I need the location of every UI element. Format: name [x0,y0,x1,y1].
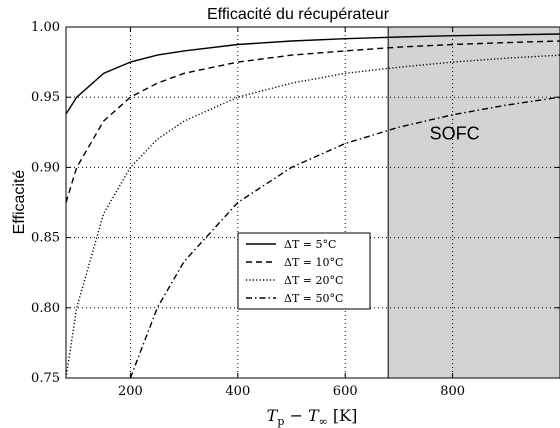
legend-label-1: ΔT = 5°C [284,238,336,251]
grid [66,27,560,378]
legend-label-3: ΔT = 20°C [284,274,343,287]
y-tick-label: 0.80 [31,301,60,316]
x-axis-label: Tp − T∞ [K] [267,406,358,428]
legend: ΔT = 5°C ΔT = 10°C ΔT = 20°C ΔT = 50°C [237,232,371,310]
series-layer [66,33,560,378]
plot-frame [65,26,560,379]
y-tick-label: 0.85 [31,231,60,246]
series-line-2 [66,40,560,203]
x-tick-label: 800 [440,384,465,399]
legend-label-2: ΔT = 10°C [284,256,343,269]
x-tick-label: 400 [225,384,250,399]
sofc-label: SOFC [430,123,480,143]
series-line-1 [66,33,560,115]
axis-ticks: 200 400 600 800 0.75 0.80 0.85 0.90 0.95 1.00 [31,20,560,399]
chart-title: Efficacité du récupérateur [207,6,390,23]
legend-label-4: ΔT = 50°C [284,292,343,305]
y-tick-label: 0.95 [31,90,60,105]
y-tick-label: 0.90 [31,160,60,175]
y-tick-label: 0.75 [31,371,60,386]
legend-box [237,232,371,310]
series-line-4 [129,96,560,378]
sofc-shaded-region [387,27,560,378]
y-tick-label: 1.00 [31,20,60,35]
y-axis-label: Efficacité [11,170,28,235]
x-tick-label: 600 [333,384,358,399]
x-tick-label: 200 [118,384,143,399]
